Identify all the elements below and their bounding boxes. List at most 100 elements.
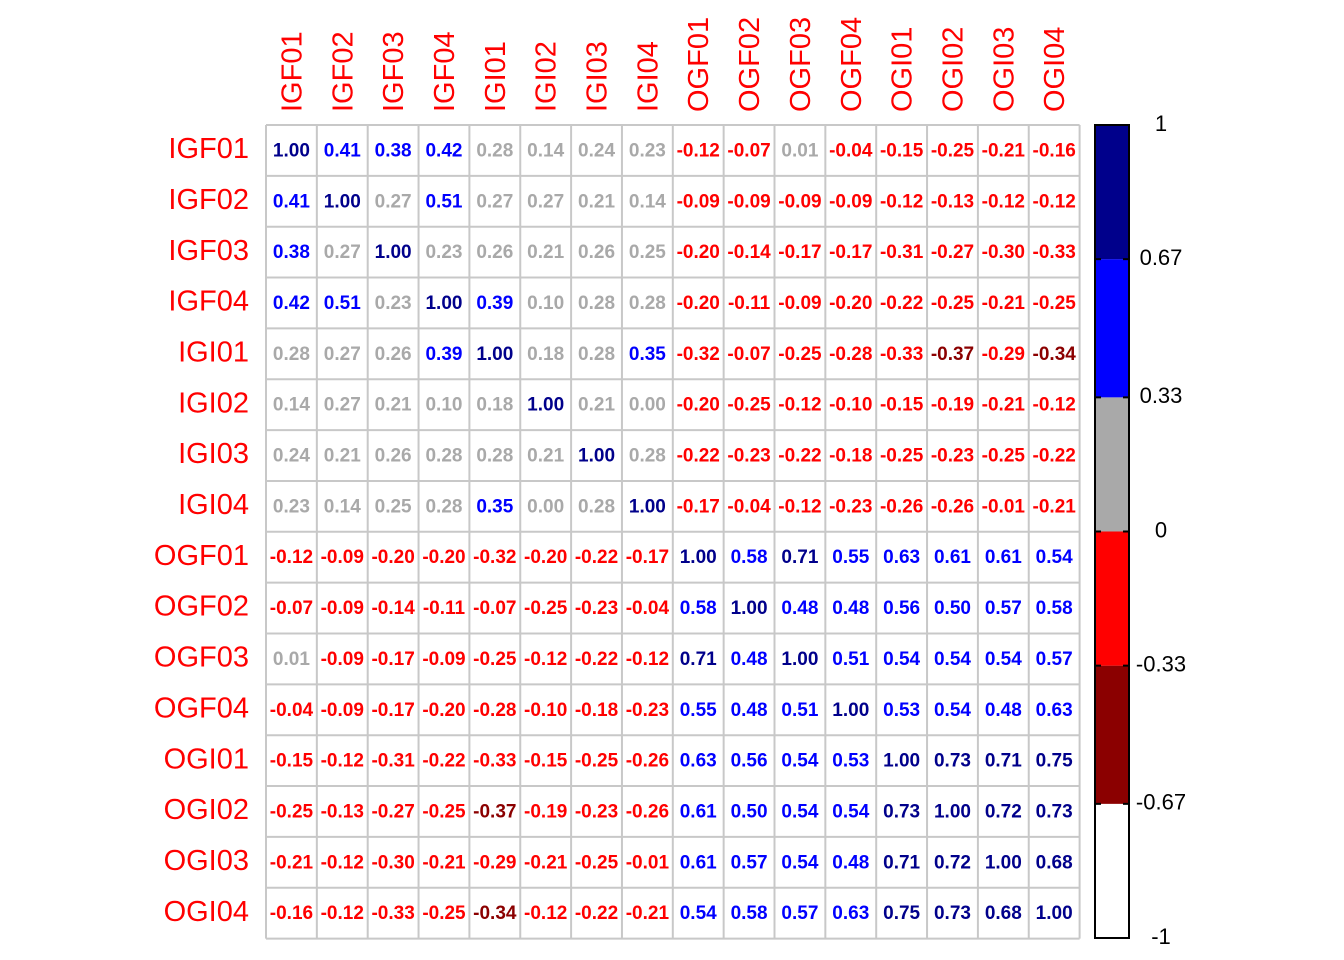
cell-value: -0.20: [677, 242, 720, 263]
cell-value: 0.38: [273, 242, 310, 263]
cell-value: -0.15: [880, 395, 924, 416]
cell-value: 0.01: [273, 649, 310, 670]
column-label: OGF02: [734, 17, 766, 112]
column-label: IGF02: [327, 31, 359, 112]
row-label: OGI03: [164, 845, 249, 877]
cell-value: -0.09: [422, 649, 465, 670]
cell-value: 0.24: [273, 446, 310, 467]
column-labels: IGF01 IGF02 IGF03 IGF04 IGI01 IGI02 IGI03 IGI04…: [276, 17, 1071, 112]
cell-value: -0.09: [778, 293, 821, 314]
cell-value: -0.15: [880, 140, 924, 161]
cell-value: -0.30: [982, 242, 1025, 263]
cell-value: -0.31: [371, 751, 415, 772]
cell-value: 0.63: [1036, 700, 1073, 721]
cell-value: 0.38: [375, 140, 412, 161]
cell-value: 0.58: [731, 547, 768, 568]
cell-value: -0.33: [880, 344, 923, 365]
cell-value: 0.50: [731, 801, 768, 822]
cell-value: -0.09: [829, 191, 872, 212]
cell-value: -0.25: [575, 852, 619, 873]
cell-value: -0.23: [829, 496, 872, 517]
cell-value: -0.23: [727, 446, 770, 467]
cell-value: -0.16: [270, 903, 313, 924]
cell-value: 0.26: [476, 242, 513, 263]
cell-value: -0.20: [677, 293, 720, 314]
cell-value: 0.27: [324, 344, 361, 365]
cell-value: -0.22: [880, 293, 923, 314]
cell-value: -0.37: [473, 801, 516, 822]
cell-value: -0.13: [931, 191, 974, 212]
cell-value: -0.14: [371, 598, 415, 619]
cell-value: -0.17: [626, 547, 669, 568]
cell-value: 1.00: [731, 598, 768, 619]
legend-bin: [1095, 397, 1129, 532]
cell-value: 0.28: [578, 293, 615, 314]
column-label: OGI03: [988, 27, 1020, 112]
cell-value: 0.56: [731, 751, 768, 772]
cell-value: 0.61: [680, 852, 717, 873]
cell-value: -0.12: [626, 649, 669, 670]
row-label: OGF04: [154, 692, 249, 724]
cell-value: -0.11: [728, 293, 771, 314]
cell-value: 0.48: [781, 598, 818, 619]
cell-value: -0.09: [778, 191, 821, 212]
cell-value: 0.35: [629, 344, 666, 365]
cell-value: 0.63: [832, 903, 869, 924]
cell-value: -0.25: [473, 649, 517, 670]
cell-value: 0.00: [629, 395, 666, 416]
cell-value: -0.12: [880, 191, 923, 212]
cell-value: -0.25: [422, 801, 466, 822]
cell-value: -0.33: [1033, 242, 1076, 263]
cell-value: 0.14: [629, 191, 666, 212]
cell-value: -0.12: [982, 191, 1025, 212]
cell-value: 0.01: [781, 140, 818, 161]
cell-value: 0.21: [324, 446, 361, 467]
cell-value: -0.25: [982, 446, 1026, 467]
cell-value: 1.00: [425, 293, 462, 314]
cell-value: 0.14: [324, 496, 361, 517]
cell-value: 0.53: [883, 700, 920, 721]
cell-value: -0.22: [422, 751, 465, 772]
cell-value: 0.54: [832, 801, 869, 822]
cell-value: -0.21: [422, 852, 466, 873]
cell-value: 0.61: [934, 547, 971, 568]
cell-value: -0.18: [829, 446, 872, 467]
cell-value: 0.28: [578, 344, 615, 365]
cell-value: 0.48: [832, 598, 869, 619]
cell-value: 1.00: [934, 801, 971, 822]
cell-value: -0.34: [1033, 344, 1077, 365]
cell-value: 0.73: [934, 903, 971, 924]
column-label: OGI04: [1039, 27, 1071, 112]
cell-value: 0.42: [425, 140, 462, 161]
cell-value: -0.20: [677, 395, 720, 416]
column-label: IGF04: [429, 31, 461, 112]
cell-value: 1.00: [375, 242, 412, 263]
cell-value: -0.07: [727, 344, 770, 365]
cell-value: -0.04: [727, 496, 771, 517]
cell-value: 0.10: [425, 395, 462, 416]
cell-value: -0.12: [524, 903, 567, 924]
cell-value: -0.21: [524, 852, 568, 873]
legend-bin: [1095, 531, 1129, 666]
column-label: OGF03: [785, 17, 817, 112]
cell-value: -0.25: [1033, 293, 1077, 314]
cell-value: 0.18: [527, 344, 564, 365]
cell-value: -0.21: [1033, 496, 1077, 517]
cell-value: -0.12: [778, 496, 821, 517]
cell-value: 0.51: [781, 700, 818, 721]
cell-value: -0.12: [677, 140, 720, 161]
cell-value: -0.19: [931, 395, 974, 416]
legend-tick-label: -0.33: [1136, 651, 1186, 676]
cell-value: 0.25: [629, 242, 666, 263]
row-label: OGF03: [154, 642, 249, 674]
cell-value: 0.72: [934, 852, 971, 873]
row-label: IGI04: [178, 489, 249, 521]
cell-value: 0.73: [934, 751, 971, 772]
cell-value: 1.00: [1036, 903, 1073, 924]
cell-value: -0.22: [778, 446, 821, 467]
cell-value: -0.20: [524, 547, 567, 568]
row-label: OGF01: [154, 540, 249, 572]
cell-value: 0.18: [476, 395, 513, 416]
cell-value: 0.28: [476, 446, 513, 467]
